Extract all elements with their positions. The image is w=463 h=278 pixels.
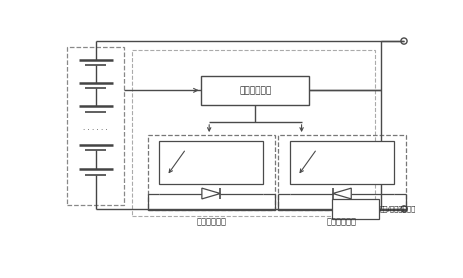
Bar xyxy=(332,199,379,219)
Text: 充电控制模块: 充电控制模块 xyxy=(327,217,357,227)
Text: 放电控制模块: 放电控制模块 xyxy=(196,217,226,227)
Polygon shape xyxy=(333,188,351,199)
Text: 电流/电压检测模块: 电流/电压检测模块 xyxy=(380,206,417,212)
Text: · · · · · ·: · · · · · · xyxy=(83,126,108,133)
Bar xyxy=(132,50,375,216)
Bar xyxy=(201,76,309,105)
Bar xyxy=(67,47,125,205)
Bar xyxy=(290,141,394,183)
Bar xyxy=(278,135,406,210)
Polygon shape xyxy=(202,188,220,199)
Bar xyxy=(148,135,275,210)
Bar xyxy=(159,141,263,183)
Text: 模组控制模块: 模组控制模块 xyxy=(239,86,271,95)
